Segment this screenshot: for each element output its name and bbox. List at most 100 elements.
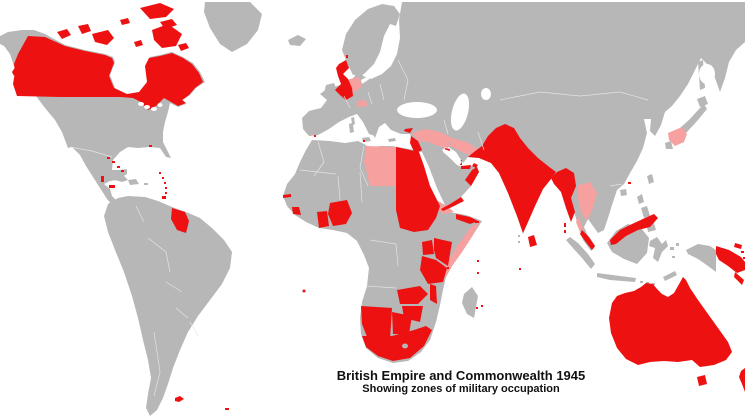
map-caption: British Empire and Commonwealth 1945 Sho… (330, 369, 592, 396)
region-hainan (620, 189, 627, 196)
region-thailand (577, 182, 597, 221)
region-bahamas (112, 161, 115, 163)
region-scandinavia (342, 4, 400, 75)
region-sumatra (566, 237, 595, 269)
region-moluccas (676, 243, 679, 246)
sea-of-okhotsk (699, 64, 715, 84)
region-maldives (518, 235, 520, 237)
region-philippines (637, 194, 644, 204)
region-puerto-rico (144, 183, 148, 185)
arctic-island (178, 43, 189, 51)
region-south-west-africa (361, 306, 392, 342)
region-sudan (396, 186, 440, 232)
great-lake (151, 107, 157, 111)
region-greenland (204, 2, 262, 52)
region-south-africa (362, 326, 432, 361)
region-philippines (641, 206, 650, 218)
region-cuba (98, 172, 128, 182)
region-seychelles (477, 260, 479, 262)
region-trucial-states (461, 165, 471, 169)
region-japan-hokkaido (697, 96, 708, 107)
region-solomon-islands (743, 257, 745, 259)
arctic-island (78, 24, 91, 34)
region-india (468, 124, 556, 233)
region-australia (609, 277, 732, 367)
country-borders (69, 59, 649, 397)
region-british-guiana (171, 208, 189, 233)
region-gibraltar (314, 135, 316, 137)
region-kenya (434, 238, 452, 266)
region-lesser-antilles (165, 187, 167, 189)
region-south-georgia (225, 408, 229, 410)
caspian-sea (450, 93, 470, 131)
region-madagascar (462, 287, 478, 318)
region-burma (551, 168, 576, 222)
region-austria-british-zone (357, 100, 367, 107)
region-japan-kyushu (665, 141, 673, 149)
region-ceylon (528, 235, 537, 247)
region-libya (364, 146, 396, 186)
region-syria-lebanon-iraq (412, 129, 452, 148)
region-british-somaliland (456, 214, 478, 224)
region-united-kingdom (335, 60, 353, 100)
region-mauritius (481, 305, 483, 307)
region-nigeria (328, 200, 352, 226)
region-diego-suarez (477, 272, 479, 274)
region-bahamas (107, 157, 110, 159)
region-oman-musandam (472, 163, 478, 168)
region-nyasaland (430, 284, 437, 304)
region-eurasia (302, 2, 745, 251)
region-new-britain (734, 243, 742, 249)
aral-sea (481, 88, 491, 100)
region-cyprus (404, 128, 413, 133)
region-lesser-sunda (652, 283, 655, 285)
region-ireland (324, 83, 337, 97)
region-japan-bcof-zone (668, 127, 687, 146)
region-jamaica (109, 185, 115, 188)
arctic-island (152, 24, 182, 48)
region-south-america (104, 196, 232, 416)
region-egypt (396, 147, 430, 186)
region-celebes (649, 237, 668, 262)
region-lesser-sunda (646, 282, 649, 284)
region-malaya (580, 230, 595, 250)
region-bechuanaland (392, 312, 412, 334)
region-lesser-antilles (159, 172, 161, 174)
arctic-island (134, 40, 143, 47)
region-africa (283, 140, 482, 363)
region-corsica-sardinia (349, 117, 355, 133)
region-timor (663, 271, 677, 281)
black-sea (397, 102, 437, 118)
region-maldives (518, 241, 520, 243)
region-st-helena (302, 289, 306, 293)
region-sarawak-north-borneo (610, 214, 658, 245)
region-aden (441, 197, 464, 211)
region-tasmania (697, 375, 707, 386)
region-gold-coast (317, 211, 329, 228)
region-thailand (576, 216, 583, 232)
region-trinidad (162, 196, 166, 199)
region-solomon-islands (741, 251, 744, 253)
arctic-island (57, 29, 71, 39)
region-southern-iran (450, 138, 477, 157)
region-socotra (475, 221, 479, 223)
region-papua-tail (734, 272, 744, 285)
region-hong-kong (628, 182, 631, 184)
arctic-island (120, 18, 130, 25)
region-crete (388, 138, 396, 142)
region-tanganyika (420, 256, 447, 284)
region-eritrea (434, 200, 454, 214)
region-moluccas (670, 247, 674, 250)
region-new-zealand (739, 368, 745, 392)
arctic-island (140, 3, 174, 19)
region-mauritius (476, 307, 478, 309)
region-bahamas (117, 166, 120, 168)
region-bahamas-group (107, 157, 124, 172)
region-palestine-transjordan (410, 136, 422, 154)
region-british-honduras (101, 176, 104, 182)
region-northern-rhodesia (397, 286, 428, 304)
region-uganda (422, 240, 434, 255)
region-sierra-leone (292, 207, 301, 215)
persian-gulf (443, 149, 462, 166)
